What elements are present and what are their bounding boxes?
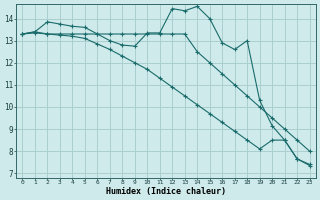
X-axis label: Humidex (Indice chaleur): Humidex (Indice chaleur) [106, 187, 226, 196]
